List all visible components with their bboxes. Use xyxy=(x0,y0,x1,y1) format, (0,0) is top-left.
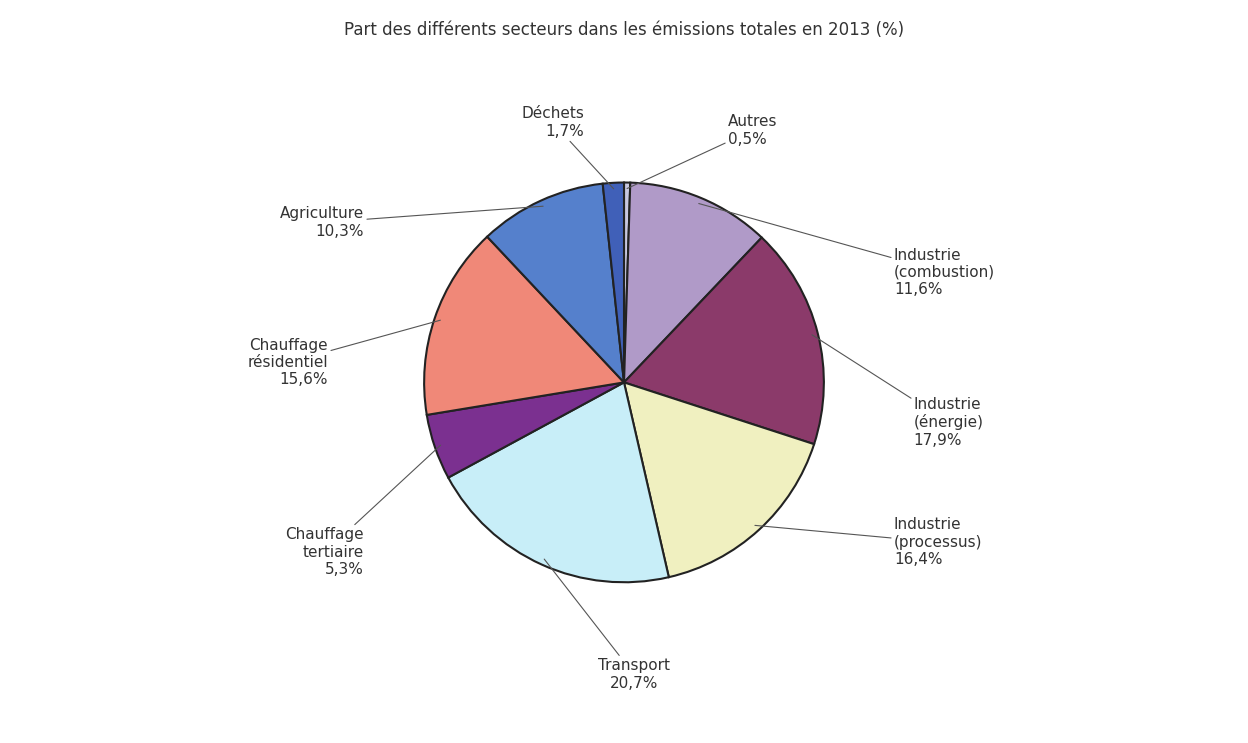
Wedge shape xyxy=(448,383,669,583)
Text: Déchets
1,7%: Déchets 1,7% xyxy=(522,106,614,189)
Wedge shape xyxy=(624,238,824,444)
Title: Part des différents secteurs dans les émissions totales en 2013 (%): Part des différents secteurs dans les ém… xyxy=(344,21,904,39)
Wedge shape xyxy=(487,184,624,383)
Text: Chauffage
tertiaire
5,3%: Chauffage tertiaire 5,3% xyxy=(286,445,441,577)
Text: Industrie
(énergie)
17,9%: Industrie (énergie) 17,9% xyxy=(812,335,983,448)
Text: Industrie
(processus)
16,4%: Industrie (processus) 16,4% xyxy=(755,517,982,567)
Wedge shape xyxy=(624,383,814,577)
Wedge shape xyxy=(603,183,624,383)
Text: Transport
20,7%: Transport 20,7% xyxy=(544,559,670,690)
Wedge shape xyxy=(427,383,624,478)
Text: Autres
0,5%: Autres 0,5% xyxy=(626,114,778,189)
Text: Industrie
(combustion)
11,6%: Industrie (combustion) 11,6% xyxy=(699,204,995,297)
Text: Agriculture
10,3%: Agriculture 10,3% xyxy=(280,207,543,239)
Wedge shape xyxy=(624,183,630,383)
Text: Chauffage
résidentiel
15,6%: Chauffage résidentiel 15,6% xyxy=(247,320,441,387)
Wedge shape xyxy=(624,183,761,383)
Wedge shape xyxy=(424,237,624,415)
